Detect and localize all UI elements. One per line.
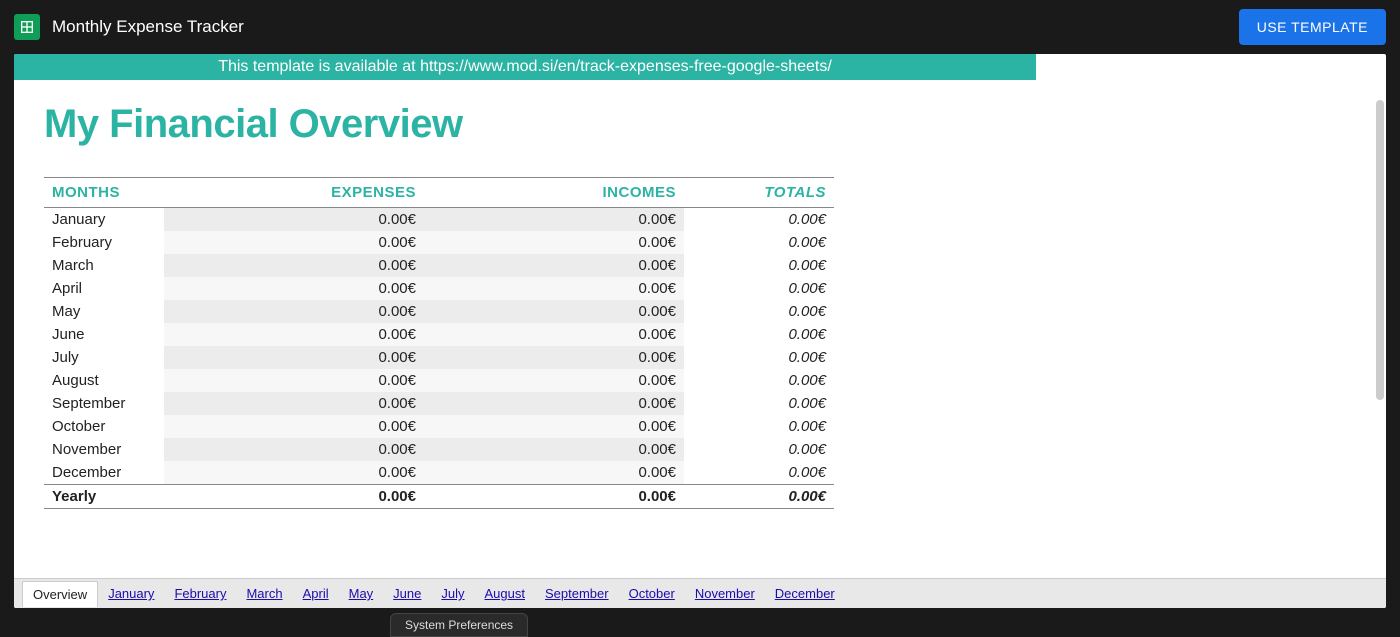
table-row: October0.00€0.00€0.00€ <box>44 415 834 438</box>
cell-month[interactable]: June <box>44 323 164 346</box>
tab-may[interactable]: May <box>339 581 384 606</box>
cell-expenses[interactable]: 0.00€ <box>164 254 424 277</box>
cell-incomes[interactable]: 0.00€ <box>424 254 684 277</box>
cell-month[interactable]: October <box>44 415 164 438</box>
cell-month[interactable]: August <box>44 369 164 392</box>
cell-month[interactable]: May <box>44 300 164 323</box>
table-row: February0.00€0.00€0.00€ <box>44 231 834 254</box>
tab-august[interactable]: August <box>475 581 535 606</box>
cell-expenses[interactable]: 0.00€ <box>164 231 424 254</box>
cell-totals[interactable]: 0.00€ <box>684 208 834 232</box>
cell-incomes[interactable]: 0.00€ <box>424 300 684 323</box>
col-header-totals: TOTALS <box>684 178 834 208</box>
table-row: January0.00€0.00€0.00€ <box>44 208 834 232</box>
cell-incomes[interactable]: 0.00€ <box>424 369 684 392</box>
table-row: April0.00€0.00€0.00€ <box>44 277 834 300</box>
cell-expenses[interactable]: 0.00€ <box>164 300 424 323</box>
cell-expenses[interactable]: 0.00€ <box>164 323 424 346</box>
yearly-label[interactable]: Yearly <box>44 485 164 509</box>
tab-overview[interactable]: Overview <box>22 581 98 607</box>
cell-month[interactable]: March <box>44 254 164 277</box>
cell-month[interactable]: February <box>44 231 164 254</box>
tab-july[interactable]: July <box>431 581 474 606</box>
col-header-incomes: INCOMES <box>424 178 684 208</box>
scrollbar-thumb[interactable] <box>1376 100 1384 400</box>
doc-title: Monthly Expense Tracker <box>52 17 244 37</box>
yearly-row: Yearly0.00€0.00€0.00€ <box>44 485 834 509</box>
tab-april[interactable]: April <box>293 581 339 606</box>
content-area: My Financial Overview MONTHS EXPENSES IN… <box>14 80 1386 578</box>
table-row: November0.00€0.00€0.00€ <box>44 438 834 461</box>
table-row: May0.00€0.00€0.00€ <box>44 300 834 323</box>
tabs-bar: OverviewJanuaryFebruaryMarchAprilMayJune… <box>14 578 1386 608</box>
tab-march[interactable]: March <box>236 581 292 606</box>
col-header-expenses: EXPENSES <box>164 178 424 208</box>
cell-expenses[interactable]: 0.00€ <box>164 461 424 485</box>
cell-month[interactable]: September <box>44 392 164 415</box>
cell-totals[interactable]: 0.00€ <box>684 369 834 392</box>
tab-january[interactable]: January <box>98 581 164 606</box>
scrollbar-track[interactable] <box>1376 100 1384 400</box>
cell-expenses[interactable]: 0.00€ <box>164 208 424 232</box>
yearly-incomes[interactable]: 0.00€ <box>424 485 684 509</box>
cell-incomes[interactable]: 0.00€ <box>424 346 684 369</box>
cell-expenses[interactable]: 0.00€ <box>164 369 424 392</box>
table-header-row: MONTHS EXPENSES INCOMES TOTALS <box>44 178 834 208</box>
cell-incomes[interactable]: 0.00€ <box>424 415 684 438</box>
cell-incomes[interactable]: 0.00€ <box>424 231 684 254</box>
cell-totals[interactable]: 0.00€ <box>684 438 834 461</box>
top-bar: Monthly Expense Tracker USE TEMPLATE <box>0 0 1400 54</box>
tab-october[interactable]: October <box>619 581 685 606</box>
cell-incomes[interactable]: 0.00€ <box>424 461 684 485</box>
use-template-button[interactable]: USE TEMPLATE <box>1239 9 1386 45</box>
finance-table: MONTHS EXPENSES INCOMES TOTALS January0.… <box>44 177 834 509</box>
table-row: August0.00€0.00€0.00€ <box>44 369 834 392</box>
cell-totals[interactable]: 0.00€ <box>684 415 834 438</box>
cell-incomes[interactable]: 0.00€ <box>424 392 684 415</box>
cell-month[interactable]: April <box>44 277 164 300</box>
cell-expenses[interactable]: 0.00€ <box>164 392 424 415</box>
cell-expenses[interactable]: 0.00€ <box>164 346 424 369</box>
cell-totals[interactable]: 0.00€ <box>684 254 834 277</box>
tab-november[interactable]: November <box>685 581 765 606</box>
cell-month[interactable]: January <box>44 208 164 232</box>
template-banner: This template is available at https://ww… <box>14 54 1036 80</box>
system-preferences-stub[interactable]: System Preferences <box>390 613 528 637</box>
sheet-container: This template is available at https://ww… <box>14 54 1386 608</box>
cell-incomes[interactable]: 0.00€ <box>424 323 684 346</box>
tab-february[interactable]: February <box>164 581 236 606</box>
table-row: June0.00€0.00€0.00€ <box>44 323 834 346</box>
cell-incomes[interactable]: 0.00€ <box>424 438 684 461</box>
table-row: March0.00€0.00€0.00€ <box>44 254 834 277</box>
cell-month[interactable]: July <box>44 346 164 369</box>
col-header-months: MONTHS <box>44 178 164 208</box>
cell-totals[interactable]: 0.00€ <box>684 323 834 346</box>
cell-expenses[interactable]: 0.00€ <box>164 415 424 438</box>
cell-totals[interactable]: 0.00€ <box>684 346 834 369</box>
cell-expenses[interactable]: 0.00€ <box>164 438 424 461</box>
table-row: December0.00€0.00€0.00€ <box>44 461 834 485</box>
cell-totals[interactable]: 0.00€ <box>684 277 834 300</box>
yearly-expenses[interactable]: 0.00€ <box>164 485 424 509</box>
tab-june[interactable]: June <box>383 581 431 606</box>
table-row: September0.00€0.00€0.00€ <box>44 392 834 415</box>
yearly-totals[interactable]: 0.00€ <box>684 485 834 509</box>
sheets-icon <box>14 14 40 40</box>
tab-december[interactable]: December <box>765 581 845 606</box>
cell-totals[interactable]: 0.00€ <box>684 461 834 485</box>
cell-month[interactable]: November <box>44 438 164 461</box>
cell-totals[interactable]: 0.00€ <box>684 231 834 254</box>
top-bar-left: Monthly Expense Tracker <box>14 14 244 40</box>
cell-expenses[interactable]: 0.00€ <box>164 277 424 300</box>
cell-incomes[interactable]: 0.00€ <box>424 208 684 232</box>
cell-totals[interactable]: 0.00€ <box>684 300 834 323</box>
table-row: July0.00€0.00€0.00€ <box>44 346 834 369</box>
cell-incomes[interactable]: 0.00€ <box>424 277 684 300</box>
tab-september[interactable]: September <box>535 581 619 606</box>
cell-totals[interactable]: 0.00€ <box>684 392 834 415</box>
cell-month[interactable]: December <box>44 461 164 485</box>
page-title: My Financial Overview <box>44 102 1356 147</box>
